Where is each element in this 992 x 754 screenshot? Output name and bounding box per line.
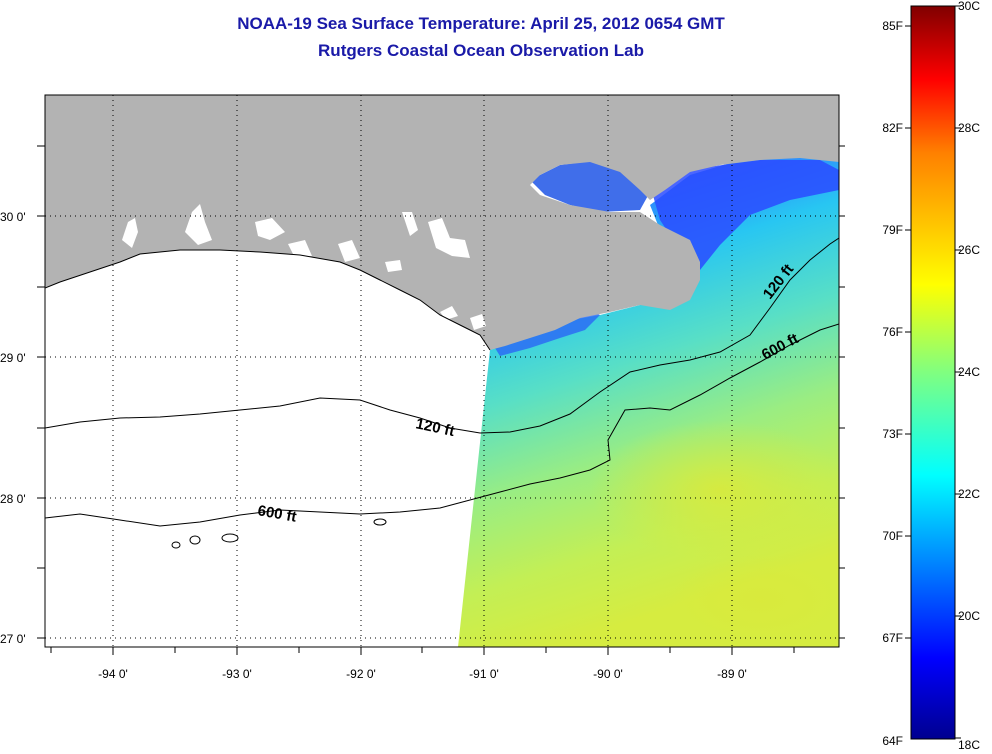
isobath-600ft-islet xyxy=(189,535,201,545)
colorbar-f-label: 85F xyxy=(882,19,903,33)
lon-tick-label: -89 0' xyxy=(717,667,747,681)
lon-tick-label: -90 0' xyxy=(593,667,623,681)
cool-nearshore-water xyxy=(530,160,650,212)
lake xyxy=(385,260,402,272)
isobath-600ft-islet xyxy=(221,533,239,543)
lake xyxy=(255,218,285,240)
cool-nearshore-water xyxy=(650,160,839,270)
lat-tick-label: 30 0' xyxy=(0,210,26,224)
lat-tick-label: 29 0' xyxy=(0,351,26,365)
isobath-label: 600 ft xyxy=(256,502,298,526)
colorbar-f-label: 76F xyxy=(882,325,903,339)
lake xyxy=(402,212,418,236)
lake xyxy=(470,314,486,330)
axis-ticks xyxy=(37,145,845,655)
lon-tick-label: -94 0' xyxy=(98,667,128,681)
colorbar-c-label: 18C xyxy=(958,738,980,752)
colorbar-f-label: 67F xyxy=(882,631,903,645)
colorbar-ticks xyxy=(905,5,961,739)
map-title: NOAA-19 Sea Surface Temperature: April 2… xyxy=(237,14,725,33)
colorbar-f-label: 79F xyxy=(882,223,903,237)
colorbar-c-label: 22C xyxy=(958,487,980,501)
colorbar-c-label: 30C xyxy=(958,0,980,13)
coastline xyxy=(45,249,491,351)
lon-tick-label: -92 0' xyxy=(346,667,376,681)
lat-tick-label: 28 0' xyxy=(0,492,26,506)
lat-tick-label: 27 0' xyxy=(0,632,26,646)
warm-water-patch xyxy=(670,555,839,645)
lake xyxy=(122,218,138,248)
lake xyxy=(428,218,470,258)
map-subtitle: Rutgers Coastal Ocean Observation Lab xyxy=(318,41,644,60)
lon-tick-label: -91 0' xyxy=(469,667,499,681)
lake xyxy=(338,240,360,262)
colorbar-c-label: 26C xyxy=(958,243,980,257)
colorbar xyxy=(910,5,956,740)
colorbar-f-label: 82F xyxy=(882,121,903,135)
lat-lon-grid xyxy=(45,95,839,647)
colorbar-f-label: 73F xyxy=(882,427,903,441)
lake xyxy=(440,306,458,320)
lake xyxy=(185,204,212,245)
colorbar-f-label: 70F xyxy=(882,529,903,543)
colorbar-c-label: 20C xyxy=(958,609,980,623)
colorbar-f-label: 64F xyxy=(882,734,903,748)
warm-water-patch xyxy=(590,420,839,560)
isobath-600ft xyxy=(45,323,839,527)
lon-tick-label: -93 0' xyxy=(222,667,252,681)
lake xyxy=(288,240,312,258)
isobath-120ft xyxy=(45,237,839,434)
colorbar-c-label: 28C xyxy=(958,121,980,135)
colorbar-c-label: 24C xyxy=(958,365,980,379)
isobath-600ft-islet xyxy=(171,541,181,549)
isobath-600ft-islet xyxy=(373,518,387,526)
